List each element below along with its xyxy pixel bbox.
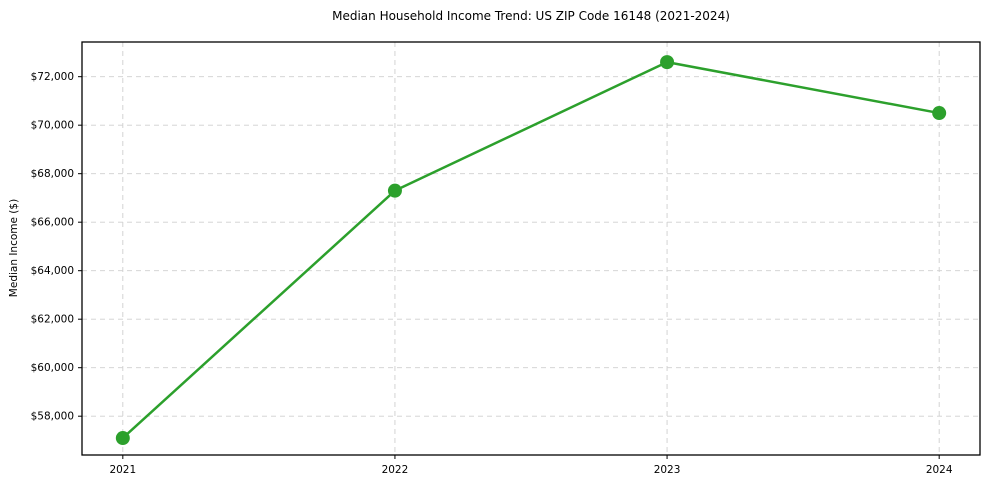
chart-title: Median Household Income Trend: US ZIP Co… [332,9,730,23]
x-tick-label: 2021 [109,464,136,476]
y-tick-label: $70,000 [31,120,74,132]
axes-spines [81,41,981,456]
data-point-2022 [387,183,402,198]
y-tick-label: $66,000 [31,217,74,229]
x-tick-label: 2022 [382,464,409,476]
data-point-2024 [932,106,947,121]
y-tick-label: $72,000 [31,71,74,83]
y-tick-label: $64,000 [31,265,74,277]
y-tick-label: $60,000 [31,362,74,374]
y-tick-label: $68,000 [31,168,74,180]
y-tick-label: $58,000 [31,411,74,423]
data-point-2021 [115,431,130,446]
x-tick-label: 2024 [926,464,953,476]
data-point-2023 [660,55,675,70]
income-trend-line [121,60,941,440]
x-tick-label: 2023 [654,464,681,476]
y-tick-label: $62,000 [31,314,74,326]
